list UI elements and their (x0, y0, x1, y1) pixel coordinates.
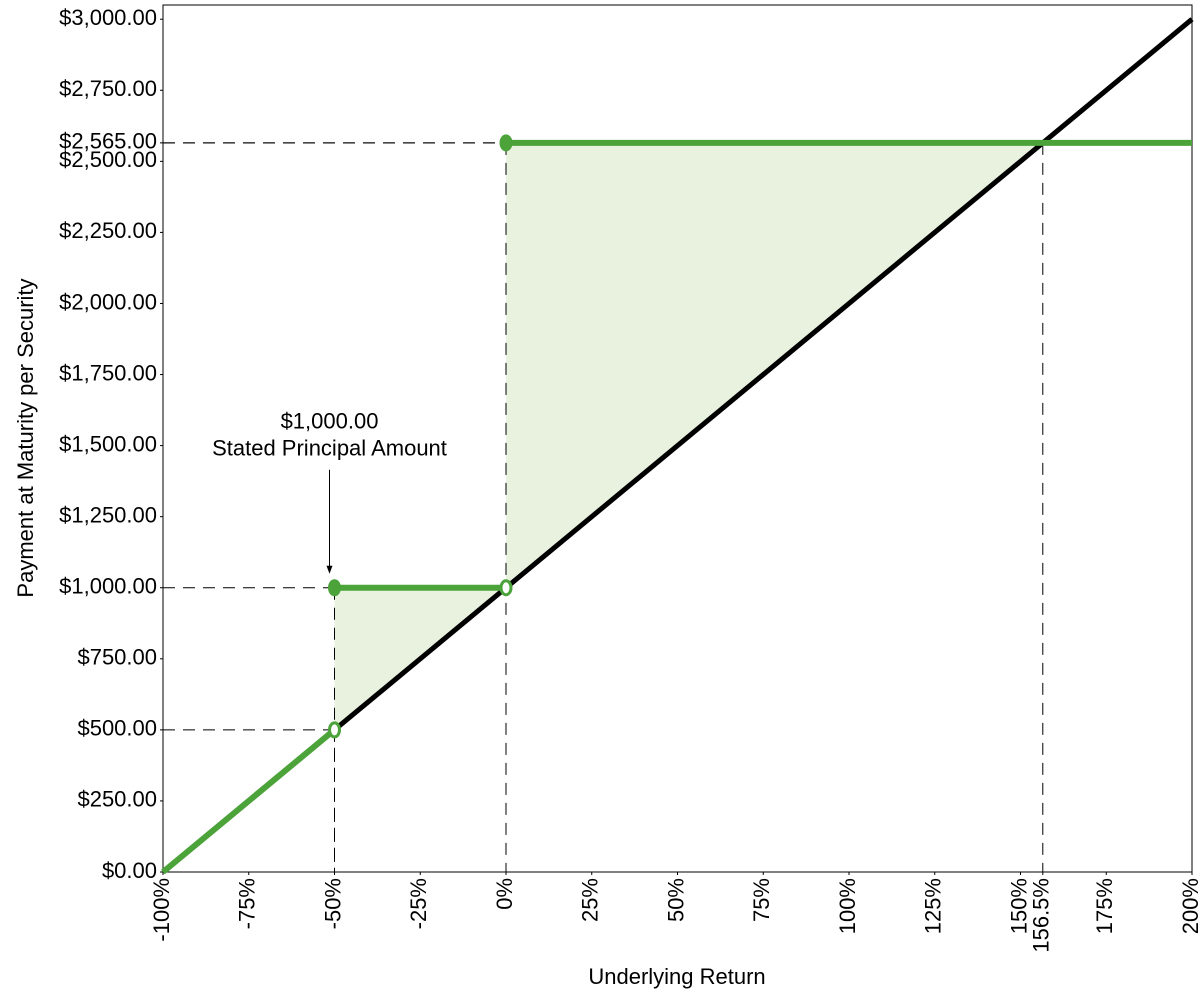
series-line (161, 727, 337, 875)
plot-frame (162, 4, 1193, 873)
open-marker (328, 721, 341, 739)
filled-marker (328, 579, 341, 597)
y-tick-label: $500.00 (77, 716, 157, 741)
y-tick-label: $2,500.00 (59, 147, 157, 172)
annotation-arrowhead (326, 565, 333, 574)
x-tick-label: -25% (406, 878, 431, 929)
x-tick-label: -75% (235, 878, 260, 929)
y-tick-label: $1,250.00 (59, 502, 157, 527)
y-tick-label: $2,250.00 (59, 218, 157, 243)
annotation-text: Stated Principal Amount (212, 436, 447, 461)
y-tick-label: $1,000.00 (59, 574, 157, 599)
y-tick-label: $1,750.00 (59, 360, 157, 385)
y-tick-label: $2,750.00 (59, 76, 157, 101)
shaded-area (334, 142, 1043, 730)
y-tick-label: $2,000.00 (59, 289, 157, 314)
x-tick-label: 75% (749, 878, 774, 922)
x-tick-label: -100% (149, 878, 174, 942)
y-tick-label: $250.00 (77, 787, 157, 812)
x-tick-label: 25% (578, 878, 603, 922)
x-tick-label: -50% (320, 878, 345, 929)
x-tick-label: 150% (1006, 878, 1031, 934)
filled-marker (499, 134, 513, 152)
open-marker (499, 579, 513, 597)
annotation-text: $1,000.00 (281, 409, 379, 434)
x-tick-label: 50% (663, 878, 688, 922)
y-tick-label: $1,500.00 (59, 431, 157, 456)
y-tick-label: $2,565.00 (59, 129, 157, 154)
x-tick-label: 175% (1092, 878, 1117, 934)
x-tick-label: 200% (1178, 878, 1200, 934)
x-tick-label: 100% (835, 878, 860, 934)
y-tick-label: $3,000.00 (59, 5, 157, 30)
y-axis-title: Payment at Maturity per Security (13, 278, 38, 597)
x-tick-label: 125% (921, 878, 946, 934)
y-tick-label: $0.00 (102, 858, 157, 883)
y-tick-label: $750.00 (77, 645, 157, 670)
x-tick-label: 156.5% (1029, 878, 1054, 953)
x-axis-title: Underlying Return (588, 964, 765, 989)
x-tick-label: 0% (492, 878, 517, 910)
